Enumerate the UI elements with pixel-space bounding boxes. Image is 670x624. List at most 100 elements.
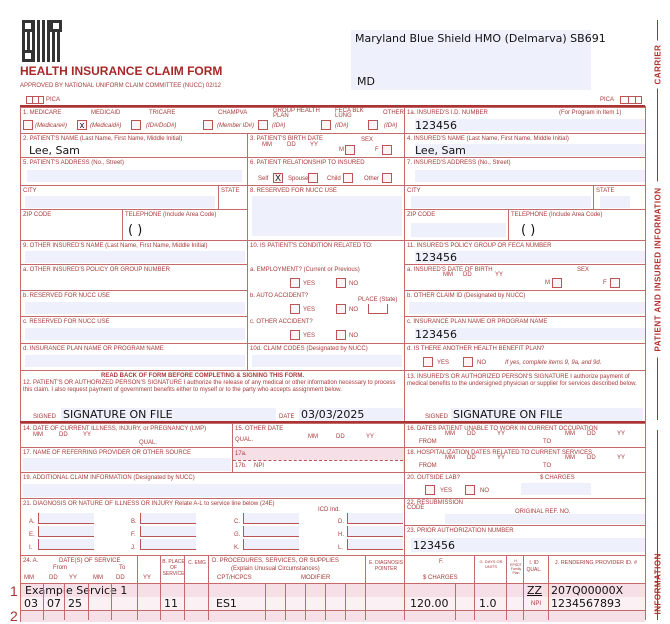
- insured-sex-f-checkbox[interactable]: [610, 278, 620, 288]
- item15-other-date[interactable]: 15. OTHER DATE QUAL. MM DD YY: [232, 423, 404, 447]
- service-line-2[interactable]: [20, 610, 645, 622]
- insured-signature-value[interactable]: SIGNATURE ON FILE: [453, 408, 563, 421]
- input-field[interactable]: [252, 355, 402, 367]
- item9b-reserved[interactable]: b. RESERVED FOR NUCC USE: [20, 290, 247, 316]
- tricare-checkbox[interactable]: [131, 120, 141, 130]
- patient-signature-value[interactable]: SIGNATURE ON FILE: [63, 408, 173, 421]
- other-plan-no-checkbox[interactable]: [463, 357, 473, 367]
- item1a-insured-id[interactable]: 1a. INSURED'S I.D. NUMBER (For Program in…: [404, 107, 645, 133]
- item18-hospitalization[interactable]: 18. HOSPITALIZATION DATES RELATED TO CUR…: [404, 447, 645, 472]
- item7-insured-address[interactable]: 7. INSURED'S ADDRESS (No., Street): [404, 157, 645, 185]
- relationship-other-checkbox[interactable]: [382, 173, 392, 183]
- patient-state[interactable]: STATE: [218, 185, 247, 209]
- input-field[interactable]: [451, 408, 643, 421]
- medicaid-checkbox[interactable]: x: [77, 120, 87, 130]
- auto-accident-no-checkbox[interactable]: [336, 304, 346, 314]
- diagnosis-field[interactable]: [38, 526, 94, 537]
- item11-policy-group[interactable]: 11. INSURED'S POLICY GROUP OR FECA NUMBE…: [404, 240, 645, 264]
- patient-sex-f-checkbox[interactable]: [382, 145, 392, 155]
- patient-sex-m-checkbox[interactable]: [345, 145, 355, 155]
- input-field[interactable]: [252, 196, 402, 236]
- insured-city[interactable]: CITY: [404, 185, 593, 209]
- item5-patient-address[interactable]: 5. PATIENT'S ADDRESS (No., Street): [20, 157, 247, 185]
- input-field[interactable]: [61, 408, 276, 421]
- input-field[interactable]: [411, 538, 645, 552]
- diagnosis-field[interactable]: [347, 539, 403, 550]
- input-field[interactable]: [415, 144, 645, 156]
- input-field[interactable]: [411, 196, 591, 208]
- diagnosis-field[interactable]: [347, 526, 403, 537]
- item23-prior-auth[interactable]: 23. PRIOR AUTHORIZATION NUMBER 123456: [404, 525, 645, 555]
- item11c-plan-name[interactable]: c. INSURANCE PLAN NAME OR PROGRAM NAME 12…: [404, 316, 645, 343]
- payer-name-field[interactable]: [351, 30, 591, 90]
- pica-left-boxes[interactable]: [26, 96, 44, 104]
- input-field[interactable]: [25, 328, 245, 340]
- item11b-other-claim-id[interactable]: b. OTHER CLAIM ID (Designated by NUCC): [404, 290, 645, 316]
- input-field[interactable]: [25, 196, 215, 208]
- signature-date-value[interactable]: 03/03/2025: [301, 408, 365, 421]
- patient-telephone[interactable]: TELEPHONE (Include Area Code) ( ): [122, 209, 247, 240]
- relationship-self-checkbox[interactable]: X: [273, 173, 283, 183]
- pica-right-boxes[interactable]: [620, 96, 642, 104]
- input-field[interactable]: [25, 251, 245, 263]
- item9a-policy[interactable]: a. OTHER INSURED'S POLICY OR GROUP NUMBE…: [20, 264, 247, 290]
- diagnosis-field[interactable]: [38, 539, 94, 550]
- diagnosis-field[interactable]: [347, 513, 403, 524]
- service-line-1[interactable]: Example Service 1 03 07 25 11 ES1 120.00…: [20, 583, 645, 610]
- input-field[interactable]: [25, 355, 245, 367]
- champva-checkbox[interactable]: [203, 120, 213, 130]
- place-state-field[interactable]: [368, 304, 388, 314]
- item22-resubmission[interactable]: 22. RESUBMISSION CODE ORIGINAL REF. NO.: [404, 498, 645, 525]
- item16-unable-to-work[interactable]: 16. DATES PATIENT UNABLE TO WORK IN CURR…: [404, 423, 645, 447]
- diagnosis-field[interactable]: [140, 539, 196, 550]
- input-field[interactable]: [415, 328, 645, 340]
- other-accident-yes-checkbox[interactable]: [290, 330, 300, 340]
- patient-city[interactable]: CITY: [20, 185, 218, 209]
- item9d-plan-name[interactable]: d. INSURANCE PLAN NAME OR PROGRAM NAME: [20, 343, 247, 370]
- item3-birth-date[interactable]: 3. PATIENT'S BIRTH DATE SEX MM DD YY M F: [247, 133, 404, 157]
- other-accident-no-checkbox[interactable]: [336, 330, 346, 340]
- outside-lab-no-checkbox[interactable]: [465, 485, 475, 495]
- input-field[interactable]: [25, 302, 245, 314]
- input-field[interactable]: [23, 458, 231, 471]
- item14-illness-date[interactable]: 14. DATE OF CURRENT ILLNESS, INJURY, or …: [20, 423, 232, 447]
- input-field[interactable]: [415, 170, 645, 182]
- item10d-claim-codes[interactable]: 10d. CLAIM CODES (Designated by NUCC): [247, 343, 404, 370]
- input-field[interactable]: [411, 223, 506, 237]
- patient-zip[interactable]: ZIP CODE: [20, 209, 122, 240]
- employment-yes-checkbox[interactable]: [290, 278, 300, 288]
- input-field[interactable]: [415, 119, 645, 131]
- insured-zip[interactable]: ZIP CODE: [404, 209, 508, 240]
- input-field[interactable]: [23, 484, 403, 497]
- item17a-17b[interactable]: 17a. 17b. NPI: [232, 447, 404, 472]
- input-field[interactable]: [409, 302, 645, 314]
- item17-referring-provider[interactable]: 17. NAME OF REFERRING PROVIDER OR OTHER …: [20, 447, 232, 472]
- item4-insured-name[interactable]: 4. INSURED'S NAME (Last Name, First Name…: [404, 133, 645, 157]
- relationship-child-checkbox[interactable]: [343, 173, 353, 183]
- other-plan-yes-checkbox[interactable]: [423, 357, 433, 367]
- input-field[interactable]: [600, 196, 630, 208]
- relationship-spouse-checkbox[interactable]: [308, 173, 318, 183]
- item11a-insured-dob[interactable]: a. INSURED'S DATE OF BIRTH SEX MM DD YY M F: [404, 264, 645, 290]
- insured-sex-m-checkbox[interactable]: [552, 278, 562, 288]
- employment-no-checkbox[interactable]: [336, 278, 346, 288]
- auto-accident-yes-checkbox[interactable]: [290, 304, 300, 314]
- diagnosis-field[interactable]: [38, 513, 94, 524]
- other-checkbox[interactable]: [368, 120, 378, 130]
- item9-other-insured-name[interactable]: 9. OTHER INSURED'S NAME (Last Name, Firs…: [20, 240, 247, 264]
- input-field[interactable]: [415, 251, 645, 263]
- outside-lab-charges-field[interactable]: [521, 483, 591, 495]
- insured-telephone[interactable]: TELEPHONE (Include Area Code) ( ): [508, 209, 645, 240]
- input-field[interactable]: [299, 408, 403, 421]
- outside-lab-yes-checkbox[interactable]: [425, 485, 435, 495]
- item2-patient-name[interactable]: 2. PATIENT'S NAME (Last Name, First Name…: [20, 133, 247, 157]
- diagnosis-field[interactable]: [243, 513, 299, 524]
- diagnosis-field[interactable]: [140, 513, 196, 524]
- medicare-checkbox[interactable]: [23, 120, 33, 130]
- diagnosis-field[interactable]: [243, 526, 299, 537]
- input-field[interactable]: [27, 170, 242, 182]
- diagnosis-field[interactable]: [243, 539, 299, 550]
- input-field[interactable]: [445, 514, 645, 524]
- item9c-reserved[interactable]: c. RESERVED FOR NUCC USE: [20, 316, 247, 343]
- item19-additional-info[interactable]: 19. ADDITIONAL CLAIM INFORMATION (Design…: [20, 472, 404, 498]
